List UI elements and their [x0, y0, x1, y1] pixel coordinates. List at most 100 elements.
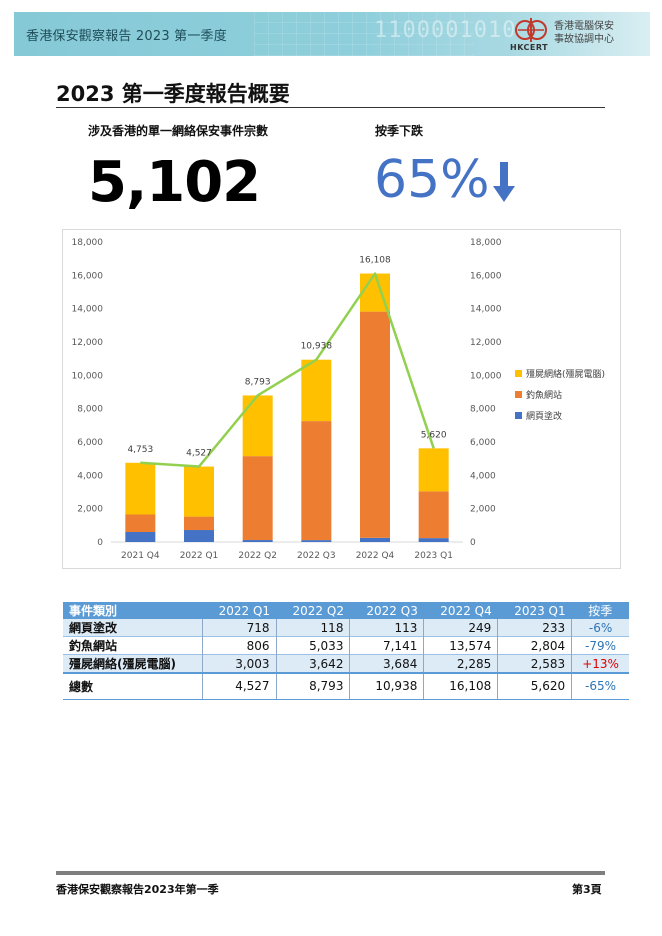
total-data-label: 4,753	[127, 445, 153, 455]
table-row: 殭屍網絡(殭屍電腦) 3,003 3,642 3,684 2,285 2,583…	[63, 654, 629, 673]
bar-segment	[242, 540, 273, 542]
table-cell: 2,285	[423, 654, 498, 673]
bar-segment	[184, 466, 214, 517]
y-tick-label-left: 14,000	[72, 305, 104, 315]
legend-swatch	[515, 412, 522, 419]
table-cell: 8,793	[275, 672, 350, 700]
total-data-label: 4,527	[186, 449, 212, 459]
table-cell: 118	[275, 619, 350, 637]
bar-segment	[418, 491, 449, 539]
bar-segment	[360, 311, 390, 538]
incident-chart: 0 0 2,000 2,000 4,000 4,000 6,000 6,000 8,000 8,0…	[62, 229, 621, 569]
table-cell: 2,804	[497, 636, 572, 655]
table-header-col: 2022 Q3	[349, 602, 424, 619]
table-cell: 5,033	[275, 636, 350, 655]
table-cell: 2,583	[497, 654, 572, 673]
y-tick-label-right: 6,000	[470, 438, 496, 448]
total-incidents-label: 涉及香港的單一網絡保安事件宗數	[88, 124, 269, 138]
bar-segment	[184, 516, 214, 531]
table-cell: 113	[349, 619, 424, 637]
change-value: 65%	[374, 150, 490, 210]
legend-swatch	[515, 370, 522, 377]
table-cell-change: -6%	[571, 619, 629, 637]
title-divider	[56, 107, 605, 108]
table-header-col: 2022 Q1	[202, 602, 277, 619]
table-cell-change: +13%	[571, 654, 629, 673]
table-cell: 10,938	[349, 672, 424, 700]
table-cell: 233	[497, 619, 572, 637]
table-cell: 718	[201, 619, 277, 637]
y-tick-label-right: 0	[470, 538, 476, 548]
table-cell: 4,527	[201, 672, 277, 700]
incident-chart-svg: 0 0 2,000 2,000 4,000 4,000 6,000 6,000 8,000 8,0…	[72, 238, 606, 561]
bar-segment	[418, 538, 449, 542]
total-data-label: 8,793	[245, 377, 271, 387]
down-arrow-icon	[493, 162, 515, 202]
x-tick-label: 2022 Q1	[180, 551, 219, 561]
y-tick-label-right: 18,000	[470, 238, 502, 248]
y-tick-label-right: 2,000	[470, 505, 496, 515]
table-cell: 249	[423, 619, 498, 637]
bar-segment	[242, 395, 273, 457]
bar-segment	[242, 456, 273, 541]
bar-segment	[125, 462, 156, 515]
bar-segment	[301, 540, 332, 542]
table-header-category: 事件類別	[63, 602, 203, 619]
bar-segment	[184, 530, 214, 542]
legend-label: 釣魚網站	[526, 389, 562, 401]
change-label: 按季下跌	[375, 124, 424, 138]
table-cell-change: -65%	[571, 672, 629, 700]
table-cell: 13,574	[423, 636, 498, 655]
bar-segment	[301, 421, 332, 541]
logo-abbreviation: HKCERT	[510, 43, 549, 52]
y-tick-label-left: 2,000	[77, 505, 103, 515]
legend-swatch	[515, 391, 522, 398]
y-tick-label-left: 16,000	[72, 271, 104, 281]
table-cell: 806	[201, 636, 277, 655]
table-cell-category: 釣魚網站	[63, 636, 203, 655]
banner-grid-decoration	[254, 12, 474, 56]
table-cell-category: 總數	[63, 672, 203, 700]
y-tick-label-right: 12,000	[470, 338, 502, 348]
table-cell: 3,003	[201, 654, 277, 673]
y-tick-label-left: 18,000	[72, 238, 104, 248]
table-header-change: 按季	[571, 602, 629, 619]
y-tick-label-left: 4,000	[77, 471, 103, 481]
x-tick-label: 2023 Q1	[414, 551, 453, 561]
x-tick-label: 2022 Q3	[297, 551, 336, 561]
table-total-row: 總數 4,527 8,793 10,938 16,108 5,620 -65%	[63, 672, 629, 700]
y-tick-label-right: 16,000	[470, 271, 502, 281]
header-banner: 1100001010 香港保安觀察報告 2023 第一季度 HKCERT 香港電…	[14, 12, 650, 56]
bar-segment	[301, 359, 332, 422]
table-cell: 5,620	[497, 672, 572, 700]
legend-label: 殭屍網絡(殭屍電腦)	[526, 368, 605, 380]
banner-binary-decoration: 1100001010	[374, 18, 517, 43]
total-line	[140, 272, 435, 468]
table-header-col: 2022 Q2	[276, 602, 350, 619]
table-row: 網頁塗改 718 118 113 249 233 -6%	[63, 619, 629, 637]
total-data-label: 5,620	[421, 430, 447, 440]
page-title: 2023 第一季度報告概要	[56, 82, 290, 106]
bar-segment	[125, 514, 156, 532]
footer-divider	[56, 871, 605, 875]
bar-segment	[125, 532, 156, 542]
table-row: 釣魚網站 806 5,033 7,141 13,574 2,804 -79%	[63, 636, 629, 655]
x-tick-label: 2021 Q4	[121, 551, 160, 561]
y-tick-label-right: 8,000	[470, 405, 496, 415]
table-cell-category: 殭屍網絡(殭屍電腦)	[63, 654, 203, 673]
incident-table: 事件類別 2022 Q1 2022 Q2 2022 Q3 2022 Q4 202…	[63, 602, 629, 700]
table-cell: 16,108	[423, 672, 498, 700]
total-incidents-value: 5,102	[88, 150, 261, 215]
y-tick-label-left: 10,000	[72, 371, 104, 381]
table-cell-change: -79%	[571, 636, 629, 655]
y-tick-label-right: 4,000	[470, 471, 496, 481]
y-tick-label-left: 0	[97, 538, 103, 548]
hkcert-logo-icon	[515, 18, 547, 42]
hkcert-logo: HKCERT 香港電腦保安 事故協調中心	[510, 16, 642, 52]
x-tick-label: 2022 Q4	[356, 551, 395, 561]
table-header-col: 2023 Q1	[497, 602, 572, 619]
y-tick-label-right: 10,000	[470, 371, 502, 381]
table-header-col: 2022 Q4	[423, 602, 498, 619]
y-tick-label-left: 8,000	[77, 405, 103, 415]
table-cell-category: 網頁塗改	[63, 619, 203, 637]
